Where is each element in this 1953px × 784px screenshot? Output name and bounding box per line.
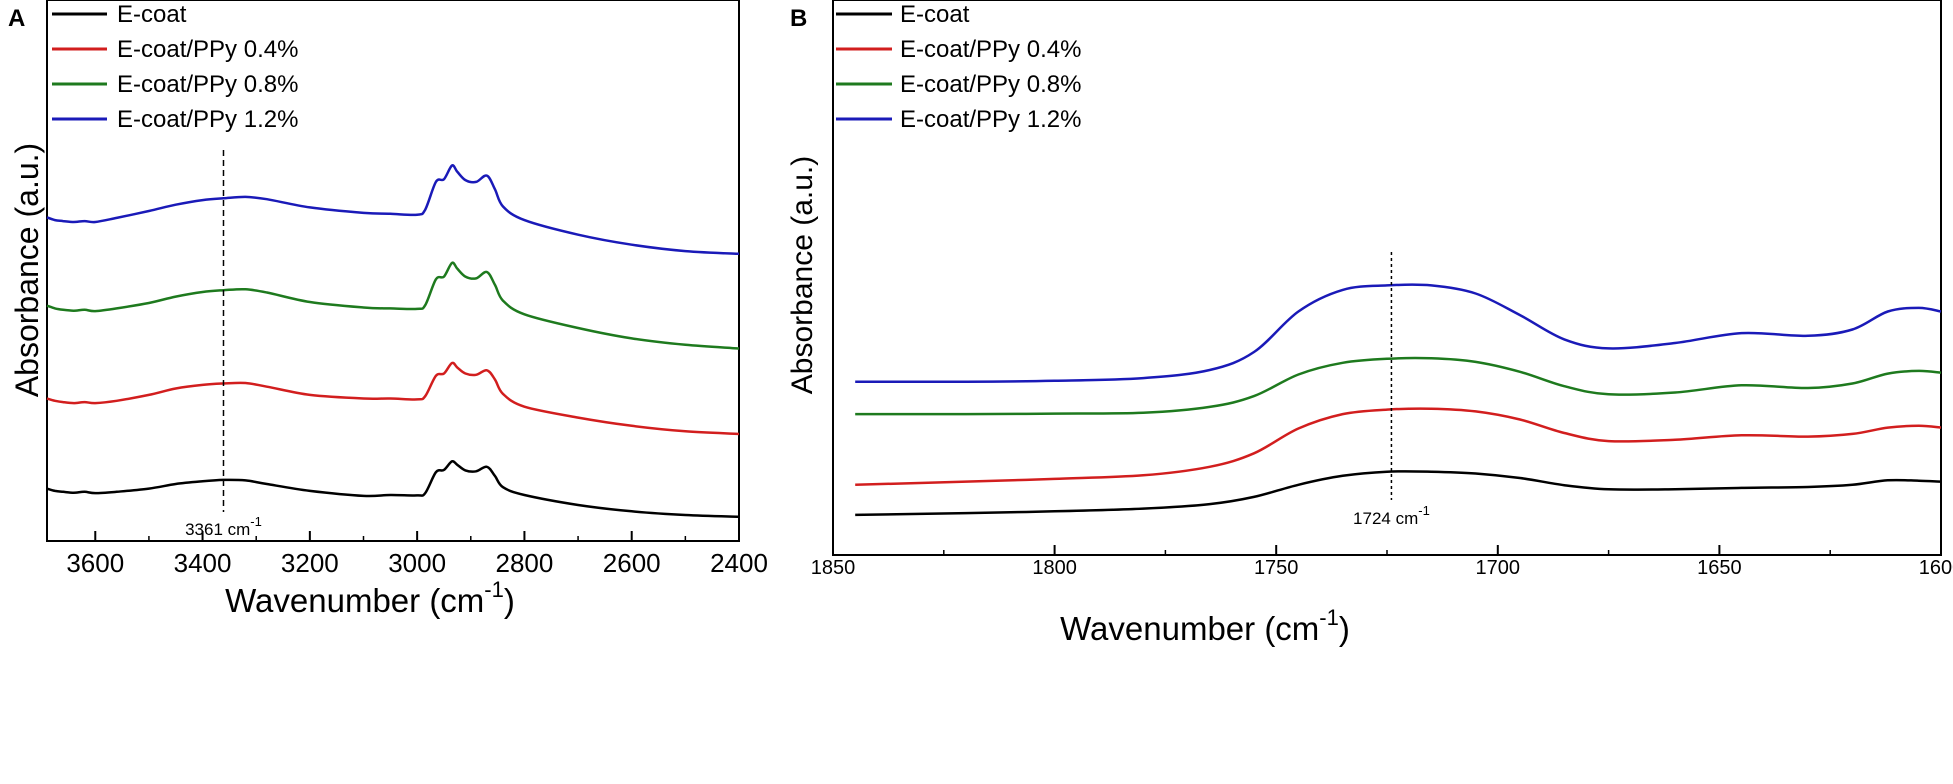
panel-a-annotation: 3361 cm-1	[185, 150, 262, 539]
panel-a-x-label-suffix: )	[504, 582, 515, 619]
panel-a-legend-label-0: E-coat	[117, 1, 187, 28]
panel-b-x-axis-label: Wavenumber (cm-1)	[1060, 605, 1350, 647]
panel-a-x-label-sup: -1	[484, 577, 504, 602]
panel-b-legend-label-1: E-coat/PPy 0.4%	[900, 36, 1081, 63]
panel-a-legend-label-2: E-coat/PPy 0.8%	[117, 71, 298, 98]
panel-a-series-e-coat-ppy-0-8-	[46, 261, 740, 350]
panel-b-legend: E-coat E-coat/PPy 0.4% E-coat/PPy 0.8% E-co…	[836, 1, 1081, 133]
panel-b-x-tick-label-1800: 1800	[1032, 557, 1077, 579]
panel-b-y-axis-label: Absorbance (a.u.)	[786, 156, 819, 394]
panel-b-annotation-sup: -1	[1418, 503, 1430, 518]
panel-b-x-label-sup: -1	[1319, 605, 1339, 630]
panel-b-x-label-suffix: )	[1339, 610, 1350, 647]
panel-b-legend-label-3: E-coat/PPy 1.2%	[900, 106, 1081, 133]
panel-b-annotation-text: 1724 cm	[1353, 509, 1418, 528]
panel-b-x-axis: 1850 1800 1750 1700 1650 1600	[811, 545, 1953, 579]
panel-b-x-tick-label-1650: 1650	[1697, 557, 1742, 579]
panel-b-series-e-coat-ppy-1-2-	[855, 283, 1942, 384]
panel-a-x-axis: 3600 3400 3200 3000 2800 2600 2400	[66, 531, 768, 578]
panel-a-x-label-prefix: Wavenumber (cm	[225, 582, 484, 619]
panel-b-series	[855, 283, 1942, 517]
panel-a-x-tick-label-2600: 2600	[603, 548, 661, 578]
panel-b-legend-label-0: E-coat	[900, 1, 970, 28]
panel-a-x-tick-label-3400: 3400	[174, 548, 232, 578]
panel-b-letter: B	[790, 5, 807, 32]
panel-a-series	[46, 164, 740, 519]
panel-b: B 1850 1800 1750 1700 1650 1600 E-coat E-coat/…	[786, 0, 1953, 647]
panel-a-x-axis-label: Wavenumber (cm-1)	[225, 577, 515, 619]
panel-b-annotation-label: 1724 cm-1	[1353, 503, 1430, 528]
panel-b-series-e-coat-ppy-0-8-	[855, 356, 1942, 416]
panel-b-series-e-coat	[855, 470, 1942, 517]
panel-b-series-e-coat-ppy-0-4-	[855, 407, 1942, 487]
panel-b-x-tick-label-1600: 1600	[1919, 557, 1953, 579]
panel-a-x-tick-label-2800: 2800	[496, 548, 554, 578]
panel-a-x-tick-label-3000: 3000	[388, 548, 446, 578]
panel-a-x-tick-label-2400: 2400	[710, 548, 768, 578]
panel-b-annotation: 1724 cm-1	[1353, 252, 1430, 528]
panel-b-x-tick-label-1850: 1850	[811, 557, 856, 579]
panel-a-legend-label-3: E-coat/PPy 1.2%	[117, 106, 298, 133]
panel-b-legend-label-2: E-coat/PPy 0.8%	[900, 71, 1081, 98]
panel-a-plot-frame	[46, 0, 740, 542]
panel-a: A 3600 3400 3200 3000 2800 2600 2400 E-coatE-c…	[8, 0, 768, 619]
panel-a-annotation-text: 3361 cm	[185, 520, 250, 539]
panel-a-series-e-coat	[46, 459, 740, 519]
panel-a-letter: A	[8, 5, 25, 32]
panel-a-legend: E-coat E-coat/PPy 0.4% E-coat/PPy 0.8% E-co…	[52, 1, 298, 133]
panel-b-x-tick-label-1700: 1700	[1476, 557, 1521, 579]
panel-a-annotation-label: 3361 cm-1	[185, 514, 262, 539]
panel-a-x-tick-label-3200: 3200	[281, 548, 339, 578]
panel-a-annotation-sup: -1	[250, 514, 262, 529]
panel-a-y-axis-label: Absorbance (a.u.)	[9, 143, 45, 397]
panel-a-x-tick-label-3600: 3600	[66, 548, 124, 578]
panel-a-legend-label-1: E-coat/PPy 0.4%	[117, 36, 298, 63]
panel-b-x-label-prefix: Wavenumber (cm	[1060, 610, 1319, 647]
panel-a-series-e-coat-ppy-1-2-	[46, 164, 740, 256]
panel-a-series-e-coat-ppy-0-4-	[46, 361, 740, 436]
panel-b-x-tick-label-1750: 1750	[1254, 557, 1299, 579]
